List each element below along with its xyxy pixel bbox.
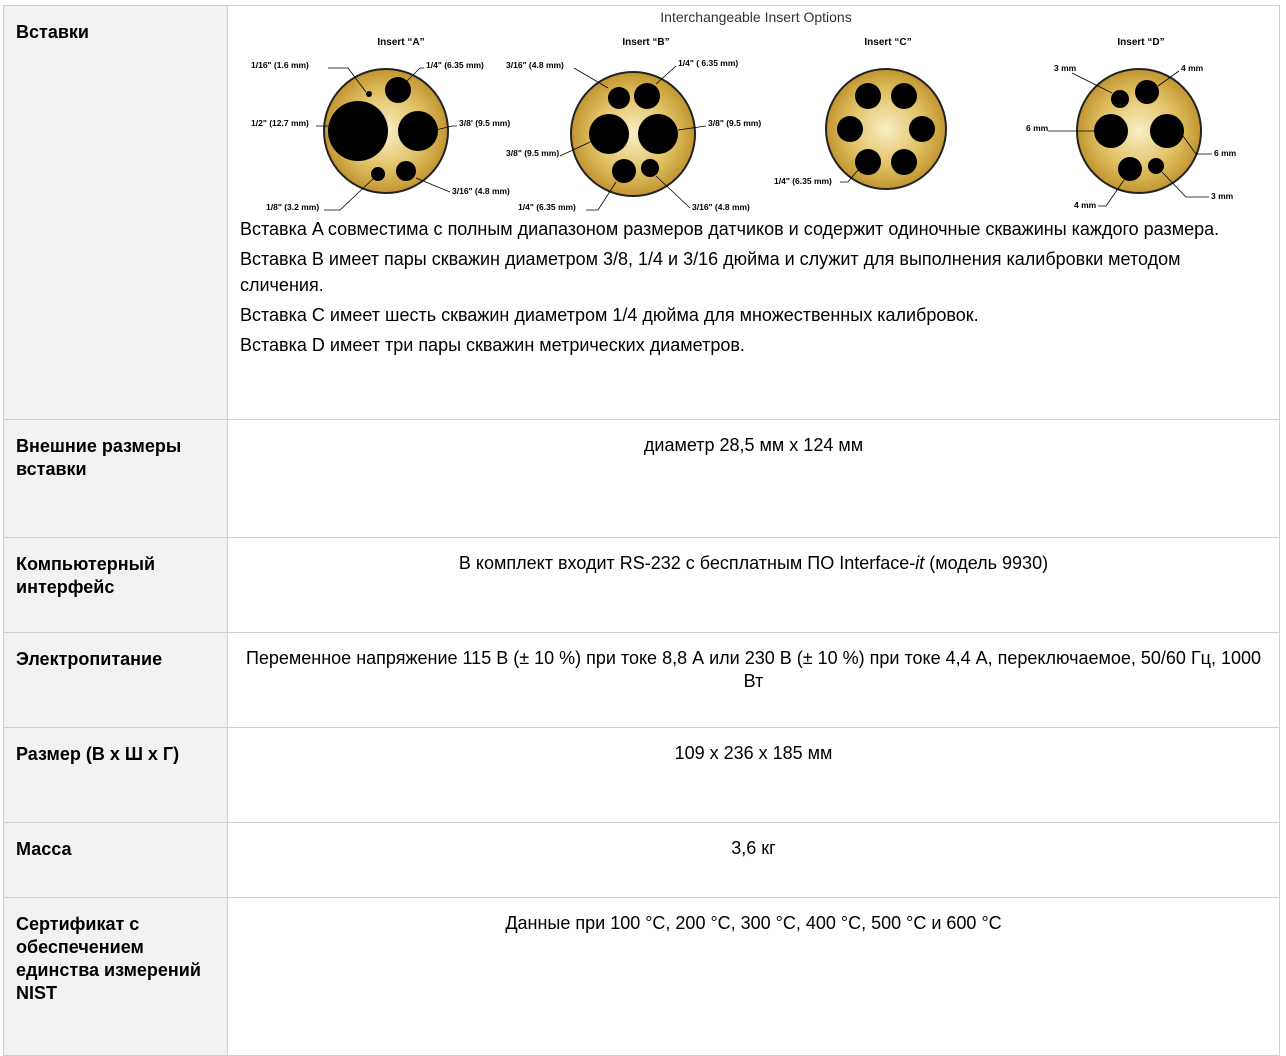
label-mass: Масса <box>3 822 228 898</box>
insert-a-label-2: 1/4" (6.35 mm) <box>426 60 484 70</box>
insert-b-label-4: 3/8" (9.5 mm) <box>506 148 559 158</box>
desc-insert-d: Вставка D имеет три пары скважин метриче… <box>240 335 745 355</box>
interface-text-pre: В комплект входит RS-232 с бесплатным ПО… <box>458 553 916 573</box>
insert-b-label-1: 3/16" (4.8 mm) <box>506 60 564 70</box>
insert-b-disc: Insert “B” 3/16" (4.8 mm) 1/4" ( 6.35 mm… <box>506 37 761 212</box>
insert-a-label-6: 3/16" (4.8 mm) <box>452 186 510 196</box>
insert-d-title: Insert “D” <box>1117 37 1164 48</box>
insert-a-title: Insert “A” <box>377 37 424 48</box>
interface-text-post: (модель 9930) <box>924 553 1049 573</box>
label-dimensions: Внешние размеры вставки <box>3 419 228 538</box>
insert-b-label-2: 1/4" ( 6.35 mm) <box>678 58 738 68</box>
insert-d-label-6: 3 mm <box>1211 191 1234 201</box>
row-certificate: Сертификат с обеспечением единства измер… <box>3 897 1280 1056</box>
row-power: Электропитание Переменное напряжение 115… <box>3 632 1280 728</box>
label-power: Электропитание <box>3 632 228 728</box>
insert-d-label-1: 3 mm <box>1054 63 1077 73</box>
insert-a-label-1: 1/16" (1.6 mm) <box>251 60 309 70</box>
insert-c-title: Insert “C” <box>864 37 911 48</box>
insert-b-label-5: 1/4" (6.35 mm) <box>518 202 576 212</box>
insert-a-label-5: 1/8" (3.2 mm) <box>266 202 319 212</box>
inserts-description: Вставка A совместима с полным диапазоном… <box>240 216 1269 358</box>
figure-title: Interchangeable Insert Options <box>660 9 851 25</box>
value-size: 109 x 236 x 185 мм <box>227 727 1280 823</box>
insert-d-label-5: 4 mm <box>1074 200 1097 210</box>
insert-options-figure: Interchangeable Insert Options Insert “A… <box>251 9 1237 212</box>
value-power: Переменное напряжение 115 В (± 10 %) при… <box>227 632 1280 728</box>
value-certificate: Данные при 100 °C, 200 °C, 300 °C, 400 °… <box>227 897 1280 1056</box>
row-inserts: Вставки Interchangeable Insert Options I… <box>3 5 1280 420</box>
insert-d-label-4: 6 mm <box>1214 148 1237 158</box>
row-dimensions: Внешние размеры вставки диаметр 28,5 мм … <box>3 419 1280 538</box>
insert-a-label-4: 3/8' (9.5 mm) <box>459 118 510 128</box>
insert-d-label-3: 6 mm <box>1026 123 1049 133</box>
value-computer-interface: В комплект входит RS-232 с бесплатным ПО… <box>227 537 1280 633</box>
insert-c-disc: Insert “C” 1/4" (6.35 mm) <box>774 37 947 190</box>
spec-table: Вставки Interchangeable Insert Options I… <box>3 5 1280 1056</box>
label-size: Размер (В x Ш x Г) <box>3 727 228 823</box>
value-inserts: Interchangeable Insert Options Insert “A… <box>227 5 1280 420</box>
insert-c-label-1: 1/4" (6.35 mm) <box>774 176 832 186</box>
row-computer-interface: Компьютерный интерфейс В комплект входит… <box>3 537 1280 633</box>
value-mass: 3,6 кг <box>227 822 1280 898</box>
value-dimensions: диаметр 28,5 мм x 124 мм <box>227 419 1280 538</box>
insert-d-disc: Insert “D” 3 mm 4 mm 6 mm 6 mm 4 mm 3 mm <box>1026 37 1237 210</box>
interface-text-italic: it <box>915 553 925 573</box>
row-mass: Масса 3,6 кг <box>3 822 1280 898</box>
insert-b-label-3: 3/8" (9.5 mm) <box>708 118 761 128</box>
label-inserts: Вставки <box>3 5 228 420</box>
row-size: Размер (В x Ш x Г) 109 x 236 x 185 мм <box>3 727 1280 823</box>
desc-insert-c: Вставка C имеет шесть скважин диаметром … <box>240 305 979 325</box>
label-certificate: Сертификат с обеспечением единства измер… <box>3 897 228 1056</box>
desc-insert-a: Вставка A совместима с полным диапазоном… <box>240 219 1220 239</box>
insert-a-disc: Insert “A” 1/16" (1.6 mm) 1/4" (6.35 mm)… <box>251 37 510 212</box>
insert-b-title: Insert “B” <box>622 37 669 48</box>
insert-b-label-6: 3/16" (4.8 mm) <box>692 202 750 212</box>
label-computer-interface: Компьютерный интерфейс <box>3 537 228 633</box>
desc-insert-b: Вставка B имеет пары скважин диаметром 3… <box>240 249 1181 295</box>
insert-d-label-2: 4 mm <box>1181 63 1204 73</box>
insert-a-label-3: 1/2" (12.7 mm) <box>251 118 309 128</box>
